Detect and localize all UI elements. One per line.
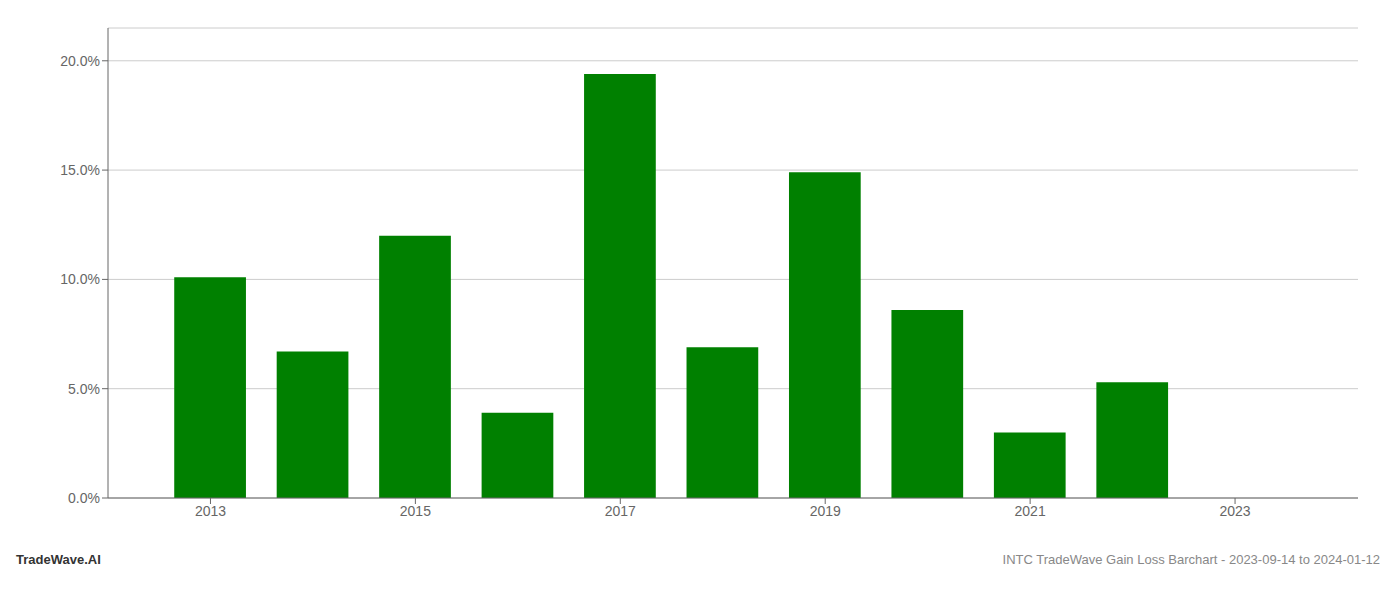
svg-text:2019: 2019 (810, 503, 841, 519)
html-text:INTC TradeWave Gain Loss Barch: INTC TradeWave Gain Loss Barchart - 2023… (1002, 552, 1380, 567)
svg-text:5.0%: 5.0% (68, 381, 100, 397)
svg-text:0.0%: 0.0% (68, 490, 100, 506)
html-text:TradeWave.AI: TradeWave.AI (16, 552, 101, 567)
svg-text:2023: 2023 (1219, 503, 1250, 519)
svg-text:2021: 2021 (1015, 503, 1046, 519)
svg-text:2017: 2017 (605, 503, 636, 519)
svg-text:15.0%: 15.0% (60, 162, 100, 178)
svg-text:2015: 2015 (400, 503, 431, 519)
svg-text:20.0%: 20.0% (60, 53, 100, 69)
svg-text:10.0%: 10.0% (60, 271, 100, 287)
svg-text:2013: 2013 (195, 503, 226, 519)
